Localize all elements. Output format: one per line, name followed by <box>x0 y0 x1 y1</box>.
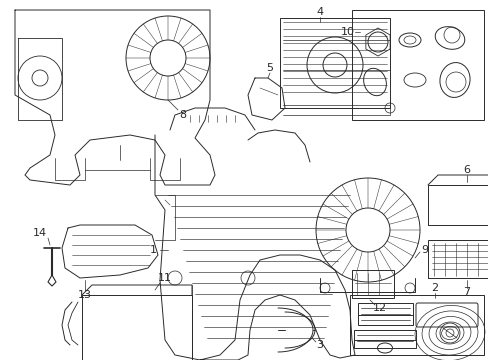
Bar <box>349 295 483 355</box>
Text: 4: 4 <box>316 7 323 17</box>
Bar <box>427 240 488 278</box>
Text: 12: 12 <box>372 303 386 313</box>
Text: 10: 10 <box>340 27 354 37</box>
Bar <box>351 10 483 120</box>
Text: 5: 5 <box>266 63 273 73</box>
Text: 9: 9 <box>421 245 427 255</box>
Text: 8: 8 <box>179 110 186 120</box>
Bar <box>427 185 488 225</box>
Bar <box>280 18 389 108</box>
Text: 11: 11 <box>158 273 172 283</box>
Text: 14: 14 <box>33 228 47 238</box>
Text: 3: 3 <box>316 340 323 350</box>
Bar <box>353 330 415 348</box>
Text: 7: 7 <box>463 287 469 297</box>
Text: 1: 1 <box>149 245 156 255</box>
Bar <box>82 295 192 360</box>
Bar <box>357 303 412 325</box>
Bar <box>351 270 393 298</box>
Text: 2: 2 <box>430 283 438 293</box>
Text: 13: 13 <box>78 290 92 300</box>
Text: 6: 6 <box>463 165 469 175</box>
